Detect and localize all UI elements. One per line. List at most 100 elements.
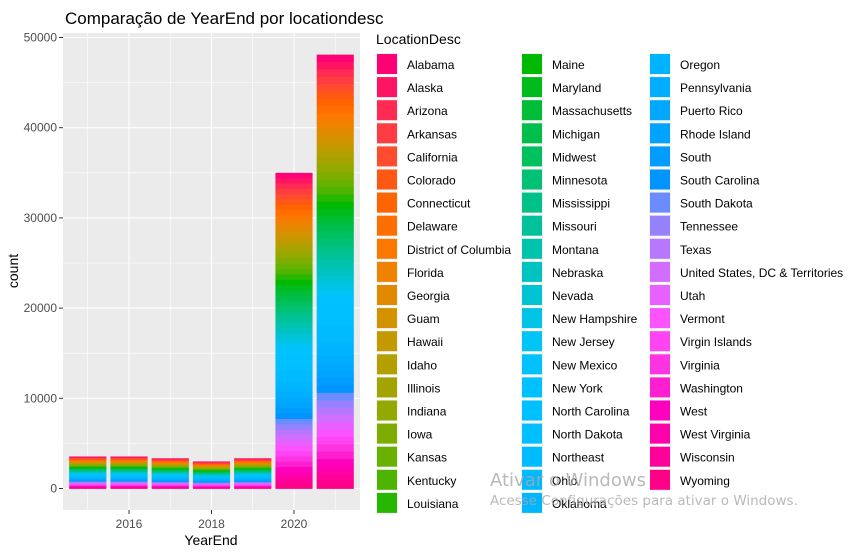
legend-key xyxy=(377,331,397,352)
bar-segment xyxy=(69,467,107,469)
bar-segment xyxy=(275,408,313,414)
bar-segment xyxy=(69,466,107,468)
legend-label: New Hampshire xyxy=(552,312,638,326)
bar-segment xyxy=(69,477,107,479)
legend-label: South xyxy=(680,150,711,164)
bar-segment xyxy=(69,487,107,489)
bar-segment xyxy=(69,478,107,480)
legend-label: Maine xyxy=(552,58,585,72)
bar-segment xyxy=(110,475,148,477)
legend-label: Virginia xyxy=(680,358,720,372)
bar-segment xyxy=(275,269,313,275)
legend-item: Minnesota xyxy=(521,168,608,191)
bar-segment xyxy=(192,462,231,464)
bar-segment xyxy=(275,440,313,447)
legend-label: South Dakota xyxy=(680,197,753,211)
legend-item: Northeast xyxy=(521,445,605,468)
y-axis-label: count xyxy=(5,254,21,288)
bar-segment xyxy=(192,486,231,488)
legend-label: Oregon xyxy=(680,58,720,72)
bar-segment xyxy=(192,463,231,465)
bar-segment xyxy=(192,481,231,483)
legend-item: New York xyxy=(521,376,604,399)
legend: LocationDesc Alabama Alaska Arizona Arkansa… xyxy=(376,31,843,514)
chart-title: Comparação de YearEnd por locationdesc xyxy=(65,9,384,28)
bar-segment xyxy=(69,459,107,461)
legend-key xyxy=(377,123,397,144)
bar-segment xyxy=(316,69,354,78)
bar-segment xyxy=(69,472,107,474)
legend-key xyxy=(522,146,542,167)
bar-segment xyxy=(275,451,313,457)
bar-segment xyxy=(275,338,313,345)
legend-label: Maryland xyxy=(552,81,601,95)
bar-segment xyxy=(151,464,189,466)
bar-segment xyxy=(110,481,148,483)
bar-segment xyxy=(151,460,189,462)
bar-segment xyxy=(275,483,313,489)
legend-key xyxy=(522,446,542,467)
bar-segment xyxy=(316,253,354,261)
legend-item: Vermont xyxy=(649,307,725,330)
bar-segment xyxy=(110,484,148,486)
bar-segment xyxy=(69,485,107,487)
bar-segment xyxy=(110,486,148,488)
legend-label: Washington xyxy=(680,381,743,395)
legend-key xyxy=(522,308,542,329)
bar-segment xyxy=(69,460,107,462)
bar-segment xyxy=(151,481,189,483)
legend-label: Pennsylvania xyxy=(680,81,752,95)
bar-segment xyxy=(69,471,107,473)
legend-key xyxy=(522,400,542,421)
bar-segment xyxy=(234,467,272,469)
bar-segment xyxy=(69,483,107,485)
legend-key xyxy=(650,469,670,490)
bar-segment xyxy=(316,157,354,166)
bar-segment xyxy=(275,434,313,441)
bar-segment xyxy=(275,424,313,431)
bar-segment xyxy=(110,471,148,473)
bar-2015 xyxy=(69,456,107,489)
bar-segment xyxy=(316,275,354,283)
legend-label: Georgia xyxy=(407,289,450,303)
bar-2021 xyxy=(316,54,354,489)
bar-segment xyxy=(151,486,189,488)
legend-key xyxy=(650,192,670,213)
legend-label: Midwest xyxy=(552,150,597,164)
bar-segment xyxy=(316,260,354,269)
bar-segment xyxy=(110,473,148,475)
legend-item: Alabama xyxy=(376,53,455,75)
legend-key xyxy=(377,146,397,167)
legend-item: South xyxy=(649,145,711,168)
bar-segment xyxy=(69,458,107,460)
legend-key xyxy=(522,261,542,282)
legend-item: District of Columbia xyxy=(376,237,511,260)
bar-segment xyxy=(151,459,189,461)
bar-segment xyxy=(275,231,313,238)
bar-segment xyxy=(234,476,272,478)
bar-segment xyxy=(234,471,272,472)
legend-item: Arkansas xyxy=(376,122,457,145)
bar-segment xyxy=(234,480,272,482)
bar-segment xyxy=(192,482,231,484)
bar-segment xyxy=(192,485,231,487)
bar-segment xyxy=(275,360,313,366)
legend-key xyxy=(650,261,670,282)
bar-segment xyxy=(151,460,189,462)
bar-segment xyxy=(110,462,148,464)
y-tick-label: 20000 xyxy=(24,301,58,315)
bar-segment xyxy=(234,483,272,485)
legend-label: Alabama xyxy=(407,58,455,72)
bar-segment xyxy=(316,451,354,460)
bar-segment xyxy=(69,479,107,481)
legend-label: Colorado xyxy=(407,174,456,188)
bar-segment xyxy=(192,471,231,473)
bar-segment xyxy=(275,220,313,227)
bar-segment xyxy=(234,462,272,464)
bar-segment xyxy=(192,466,231,468)
bar-segment xyxy=(69,487,107,489)
bar-segment xyxy=(234,473,272,475)
bar-segment xyxy=(151,484,189,486)
bar-segment xyxy=(110,466,148,468)
bar-segment xyxy=(69,458,107,460)
